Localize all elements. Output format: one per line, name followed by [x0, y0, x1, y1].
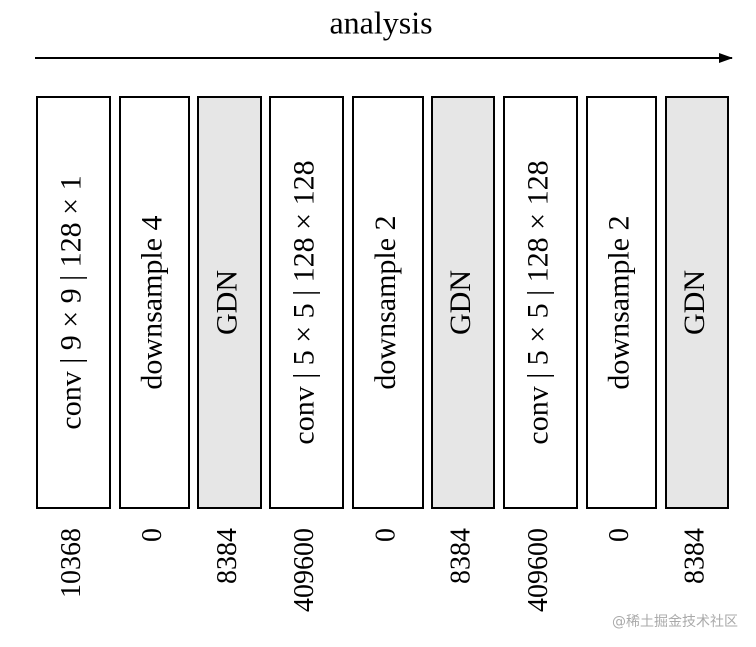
block-label: GDN [678, 270, 711, 335]
block [503, 96, 578, 509]
param-count: 10368 [56, 528, 87, 598]
block-label: conv | 9 × 9 | 128 × 1 [54, 175, 87, 429]
param-count: 0 [137, 528, 168, 542]
block [352, 96, 424, 509]
param-count: 409600 [289, 528, 320, 612]
block [431, 96, 495, 509]
block [269, 96, 344, 509]
param-count: 409600 [523, 528, 554, 612]
block-label: downsample 2 [369, 215, 402, 389]
param-count: 8384 [679, 528, 710, 584]
param-count: 0 [604, 528, 635, 542]
block [197, 96, 262, 509]
block [119, 96, 190, 509]
param-count: 8384 [212, 528, 243, 584]
param-count: 0 [370, 528, 401, 542]
title: analysis [329, 4, 432, 40]
block-label: downsample 2 [602, 215, 635, 389]
block-label: conv | 5 × 5 | 128 × 128 [287, 160, 320, 444]
block-label: GDN [210, 270, 243, 335]
block [36, 96, 111, 509]
watermark: @稀土掘金技术社区 [612, 614, 738, 630]
param-count: 8384 [445, 528, 476, 584]
block-label: downsample 4 [135, 215, 168, 389]
block-label: conv | 5 × 5 | 128 × 128 [521, 160, 554, 444]
block [586, 96, 657, 509]
block-label: GDN [444, 270, 477, 335]
block [665, 96, 729, 509]
